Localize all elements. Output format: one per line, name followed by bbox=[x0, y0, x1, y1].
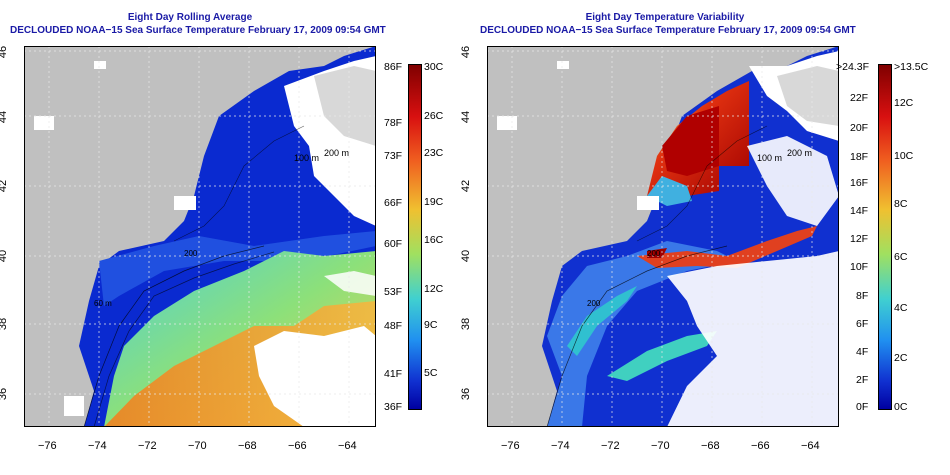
cb-label-c: 26C bbox=[424, 110, 444, 122]
cb-label-f: 16F bbox=[850, 177, 869, 189]
cb-label-f: 73F bbox=[384, 150, 403, 162]
cb-label-c: 16C bbox=[424, 234, 444, 246]
lon-tick: −68 bbox=[238, 440, 257, 452]
cb-label-c: 30C bbox=[424, 61, 444, 73]
cb-label-c: 9C bbox=[424, 319, 438, 331]
lon-tick: −74 bbox=[88, 440, 107, 452]
lon-tick: −72 bbox=[601, 440, 620, 452]
right-title-line2: DECLOUDED NOAA−15 Sea Surface Temperatur… bbox=[480, 25, 856, 36]
lon-tick: −76 bbox=[501, 440, 520, 452]
right-colorbar bbox=[878, 64, 892, 410]
left-title-line2: DECLOUDED NOAA−15 Sea Surface Temperatur… bbox=[10, 25, 386, 36]
cb-label-f: 53F bbox=[384, 286, 403, 298]
lon-tick: −66 bbox=[751, 440, 770, 452]
lat-tick: 44 bbox=[460, 110, 473, 124]
lon-tick: −68 bbox=[701, 440, 720, 452]
cb-label-f: 78F bbox=[384, 117, 403, 129]
lon-tick: −76 bbox=[38, 440, 57, 452]
cb-label-c: 12C bbox=[894, 97, 914, 109]
isobath-label: 200 m bbox=[324, 148, 349, 158]
cb-label-f: 41F bbox=[384, 368, 403, 380]
cb-label-f: 48F bbox=[384, 320, 403, 332]
lat-tick: 40 bbox=[460, 249, 473, 263]
right-title-line1: Eight Day Temperature Variability bbox=[585, 12, 745, 23]
cb-label-f: 2F bbox=[856, 374, 869, 386]
lat-tick: 36 bbox=[0, 387, 10, 401]
lat-tick: 46 bbox=[0, 45, 10, 59]
cb-label-f: 20F bbox=[850, 122, 869, 134]
lat-tick: 44 bbox=[0, 110, 10, 124]
cb-label-f: 14F bbox=[850, 205, 869, 217]
cb-label-c: 0C bbox=[894, 401, 908, 413]
lon-tick: −66 bbox=[288, 440, 307, 452]
cb-label-f: 60F bbox=[384, 238, 403, 250]
cb-label-f: 66F bbox=[384, 197, 403, 209]
lat-tick: 46 bbox=[460, 45, 473, 59]
lat-tick: 38 bbox=[460, 317, 473, 331]
lon-tick: −64 bbox=[338, 440, 357, 452]
cb-label-f: 4F bbox=[856, 346, 869, 358]
cb-label-f: 36F bbox=[384, 401, 403, 413]
cb-label-f: 8F bbox=[856, 290, 869, 302]
lon-tick: −70 bbox=[651, 440, 670, 452]
cb-label-f: 10F bbox=[850, 261, 869, 273]
isobath-label: 100 m bbox=[294, 153, 319, 163]
cb-label-c: 6C bbox=[894, 251, 908, 263]
cb-label-c: 8C bbox=[894, 198, 908, 210]
cb-label-c: 5C bbox=[424, 367, 438, 379]
lat-tick: 40 bbox=[0, 249, 10, 263]
cb-label-c: 4C bbox=[894, 302, 908, 314]
isobath-label: 200 bbox=[647, 249, 661, 258]
isobath-label: 100 m bbox=[757, 153, 782, 163]
lon-tick: −74 bbox=[551, 440, 570, 452]
lon-tick: −72 bbox=[138, 440, 157, 452]
lon-tick: −64 bbox=[801, 440, 820, 452]
left-sst-map: 200 m 100 m 60 m 200 bbox=[24, 46, 376, 427]
cb-label-f: 86F bbox=[384, 61, 403, 73]
right-variability-map: 200 m 100 m 200 200 bbox=[487, 46, 839, 427]
cb-label-f: 18F bbox=[850, 151, 869, 163]
cb-label-f: 6F bbox=[856, 318, 869, 330]
isobath-label: 200 m bbox=[787, 148, 812, 158]
cb-label-f: >24.3F bbox=[836, 61, 869, 73]
cb-label-c: 19C bbox=[424, 196, 444, 208]
lat-tick: 36 bbox=[460, 387, 473, 401]
isobath-label: 200 bbox=[184, 249, 198, 258]
left-colorbar bbox=[408, 64, 422, 410]
cb-label-f: 0F bbox=[856, 401, 869, 413]
cb-label-c: 12C bbox=[424, 283, 444, 295]
cb-label-c: 23C bbox=[424, 147, 444, 159]
lat-tick: 42 bbox=[0, 179, 10, 193]
cb-label-f: 12F bbox=[850, 233, 869, 245]
lat-tick: 38 bbox=[0, 317, 10, 331]
cb-label-c: 10C bbox=[894, 150, 914, 162]
lat-tick: 42 bbox=[460, 179, 473, 193]
isobath-label: 200 bbox=[587, 299, 601, 308]
left-title-line1: Eight Day Rolling Average bbox=[127, 12, 253, 23]
cb-label-c: 2C bbox=[894, 352, 908, 364]
isobath-label: 60 m bbox=[94, 299, 112, 308]
cb-label-f: 22F bbox=[850, 92, 869, 104]
lon-tick: −70 bbox=[188, 440, 207, 452]
cb-label-c: >13.5C bbox=[894, 61, 929, 73]
